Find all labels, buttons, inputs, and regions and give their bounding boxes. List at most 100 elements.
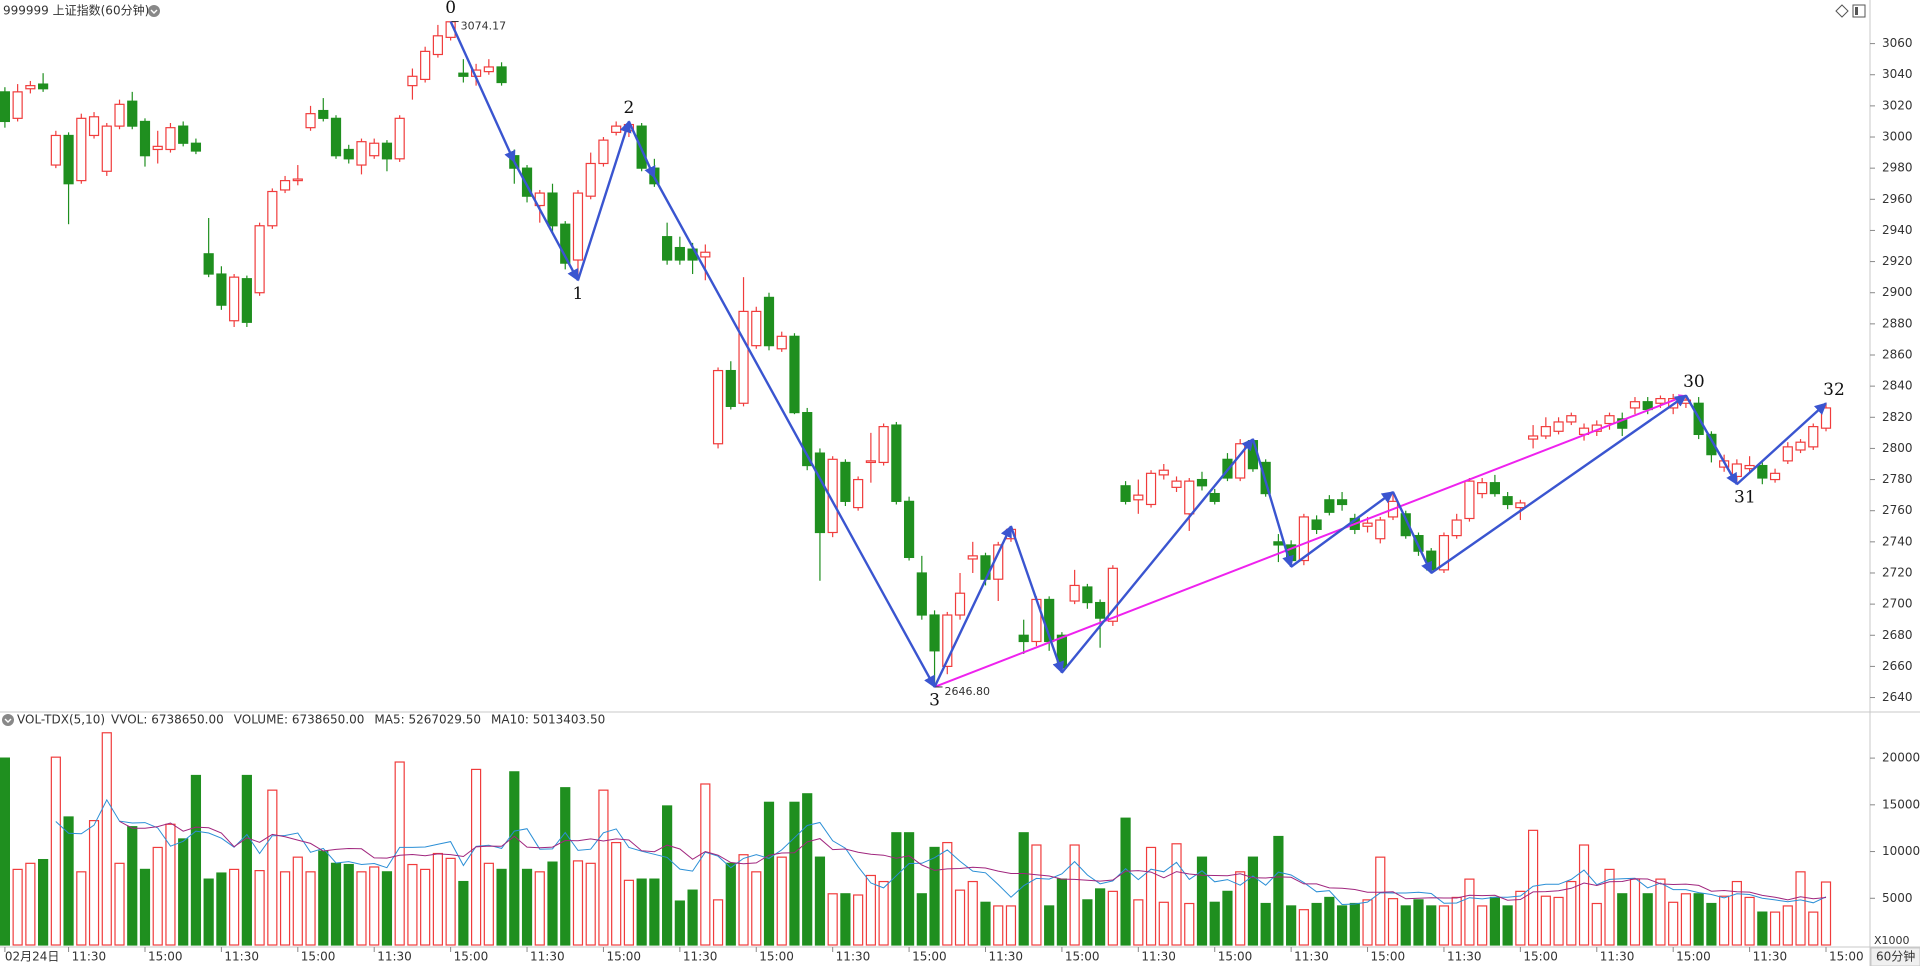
volume-bar xyxy=(1769,911,1781,946)
candle-body xyxy=(318,109,329,119)
menu-icon-chevron xyxy=(150,9,158,14)
volume-bar xyxy=(216,872,227,946)
volume-bar xyxy=(1184,902,1195,946)
volume-bar xyxy=(1362,899,1373,946)
candle-body xyxy=(1247,440,1259,470)
y-tick-label: 2700 xyxy=(1882,597,1913,611)
candle-body xyxy=(63,134,74,185)
wave-label: 31 xyxy=(1734,488,1756,508)
volume-bar xyxy=(1540,895,1551,946)
y-tick-label: 3060 xyxy=(1882,36,1913,50)
volume-bar xyxy=(1731,880,1742,946)
volume-bar xyxy=(1286,905,1297,946)
menu-icon-circle[interactable] xyxy=(148,5,160,17)
candle-body xyxy=(254,225,265,294)
volume-bar xyxy=(623,879,635,946)
x-tick-label: 11:30 xyxy=(224,950,259,964)
x-tick-label: 15:00 xyxy=(759,950,794,964)
volume-bar xyxy=(840,893,851,946)
volume-bar xyxy=(1820,881,1832,946)
volume-unit: X1000 xyxy=(1874,934,1910,947)
candle-body xyxy=(1095,601,1106,619)
volume-bar xyxy=(1260,902,1271,946)
candle-body xyxy=(432,35,443,56)
candle-body xyxy=(763,296,775,347)
candle-body xyxy=(560,223,571,264)
candle-body xyxy=(738,310,749,404)
volume-bar xyxy=(458,880,469,946)
volume-bar xyxy=(178,838,189,946)
volume-menu-icon[interactable] xyxy=(2,714,14,726)
volume-bar xyxy=(1273,835,1284,946)
volume-bar xyxy=(903,832,915,946)
volume-bar xyxy=(25,862,36,946)
wave-segment xyxy=(513,161,580,282)
volume-bar xyxy=(1744,896,1755,946)
y-tick-label: 15000 xyxy=(1882,797,1920,811)
volume-bar xyxy=(0,757,11,946)
volume-bar xyxy=(1044,905,1055,946)
candle-body xyxy=(165,127,176,151)
volume-bar xyxy=(394,761,405,946)
volume-bar xyxy=(165,823,176,946)
wave-label: 2 xyxy=(624,98,635,118)
volume-bar xyxy=(279,871,291,946)
candle-body xyxy=(1515,502,1526,509)
volume-bar xyxy=(1082,899,1093,946)
period-box[interactable] xyxy=(1870,947,1920,966)
volume-bar xyxy=(1145,846,1157,946)
volume-bar xyxy=(916,893,927,946)
candle-body xyxy=(1769,472,1781,481)
volume-bar xyxy=(1209,901,1220,946)
candle-body xyxy=(203,253,214,275)
panel-icon[interactable] xyxy=(1852,4,1866,18)
candle-body xyxy=(1298,516,1309,562)
wave-segment xyxy=(627,120,656,179)
volume-bar xyxy=(1298,909,1309,946)
candle-body xyxy=(356,141,367,166)
y-tick-label: 2840 xyxy=(1882,379,1913,393)
y-tick-label: 2760 xyxy=(1882,503,1913,517)
wave-segment xyxy=(449,21,516,164)
volume-bar xyxy=(1069,844,1080,946)
volume-bar xyxy=(1578,844,1590,946)
candle-body xyxy=(292,178,303,182)
volume-bar xyxy=(1795,871,1806,946)
title-menu-icon[interactable] xyxy=(148,5,160,17)
x-tick-label: 15:00 xyxy=(148,950,183,964)
volume-bar xyxy=(674,900,685,946)
volume-bar xyxy=(1095,888,1106,946)
volume-bar xyxy=(127,826,138,946)
diamond-icon[interactable] xyxy=(1835,4,1849,18)
candle-body xyxy=(1400,513,1411,537)
volume-bar xyxy=(1464,878,1475,946)
x-tick-label: 15:00 xyxy=(1523,950,1558,964)
indicator-text: MA5: 5267029.50 xyxy=(374,713,481,727)
volume-bar xyxy=(38,858,49,946)
volume-bar xyxy=(827,893,838,946)
volume-bar xyxy=(598,789,609,946)
volume-bar xyxy=(1438,905,1450,946)
volume-bar xyxy=(330,862,342,946)
volume-bar xyxy=(585,862,596,946)
volume-menu-circle[interactable] xyxy=(2,714,14,726)
volume-bar xyxy=(1477,905,1488,946)
volume-bar xyxy=(1400,905,1411,946)
volume-bar xyxy=(776,856,787,946)
volume-bar xyxy=(1196,856,1208,946)
candle-body xyxy=(1477,482,1488,495)
candle-body xyxy=(1489,482,1500,495)
volume-bar xyxy=(1056,878,1068,946)
x-tick-label: 15:00 xyxy=(1371,950,1406,964)
candle-body xyxy=(76,117,87,182)
candle-body xyxy=(662,236,673,261)
volume-bar xyxy=(229,868,240,946)
wave-label: 32 xyxy=(1823,380,1845,400)
candle-body xyxy=(343,148,354,160)
volume-bar xyxy=(190,774,202,946)
volume-bar xyxy=(1617,893,1628,946)
candle-body xyxy=(483,66,494,73)
volume-bar xyxy=(1451,896,1462,946)
candle-body xyxy=(1082,586,1093,604)
